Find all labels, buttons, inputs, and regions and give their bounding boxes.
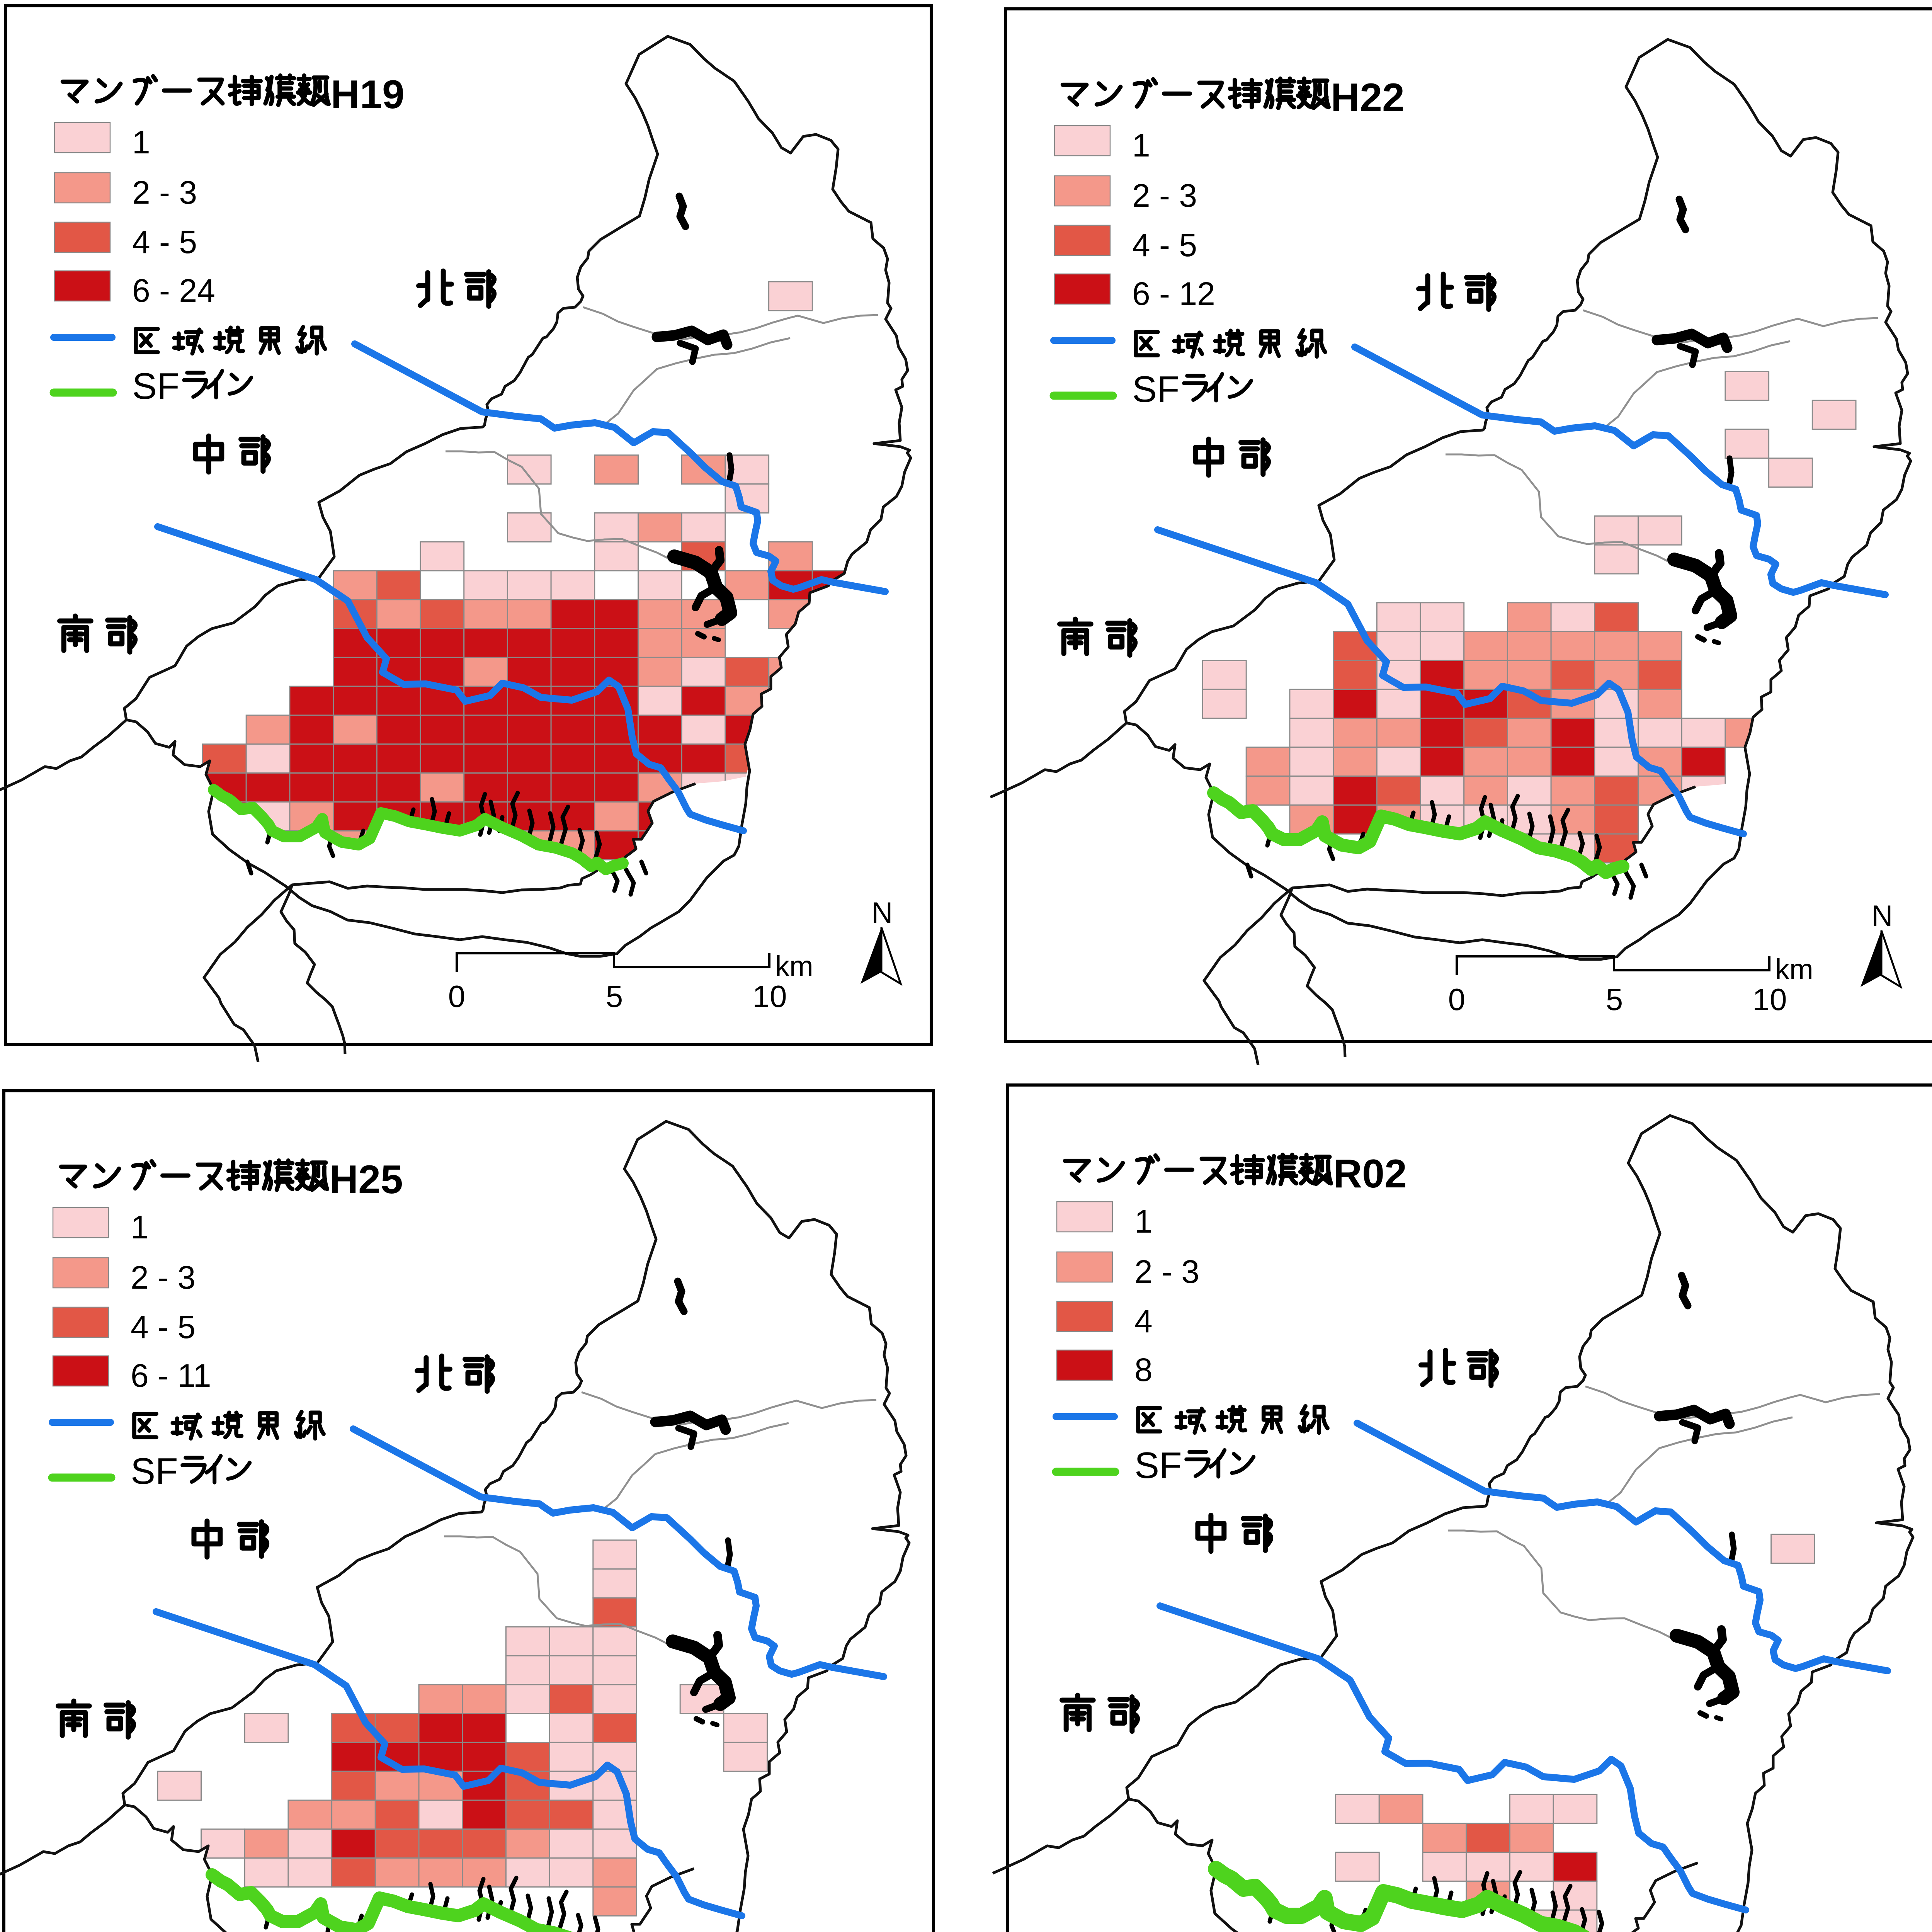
svg-text:H19: H19: [331, 72, 405, 117]
svg-text:SF: SF: [132, 366, 180, 407]
svg-text:8: 8: [1134, 1352, 1153, 1388]
svg-text:H22: H22: [1331, 75, 1405, 120]
svg-text:4 - 5: 4 - 5: [1132, 227, 1197, 263]
svg-text:4: 4: [1134, 1303, 1153, 1339]
svg-text:1: 1: [1132, 127, 1150, 163]
svg-text:2 - 3: 2 - 3: [131, 1259, 196, 1296]
svg-text:1: 1: [131, 1209, 149, 1245]
svg-text:SF: SF: [1134, 1445, 1182, 1486]
svg-text:6 - 11: 6 - 11: [131, 1357, 211, 1394]
svg-text:1: 1: [132, 124, 150, 160]
svg-text:2 - 3: 2 - 3: [1132, 177, 1197, 214]
svg-text:SF: SF: [131, 1451, 178, 1492]
svg-text:R02: R02: [1333, 1151, 1407, 1196]
svg-text:2 - 3: 2 - 3: [1134, 1253, 1199, 1290]
svg-text:6 - 24: 6 - 24: [132, 272, 215, 309]
svg-text:6 - 12: 6 - 12: [1132, 276, 1215, 312]
svg-text:4 - 5: 4 - 5: [132, 224, 197, 260]
svg-text:1: 1: [1134, 1203, 1153, 1240]
svg-text:4 - 5: 4 - 5: [131, 1309, 196, 1345]
svg-text:SF: SF: [1132, 369, 1180, 410]
svg-text:2 - 3: 2 - 3: [132, 174, 197, 211]
svg-text:H25: H25: [329, 1157, 403, 1202]
